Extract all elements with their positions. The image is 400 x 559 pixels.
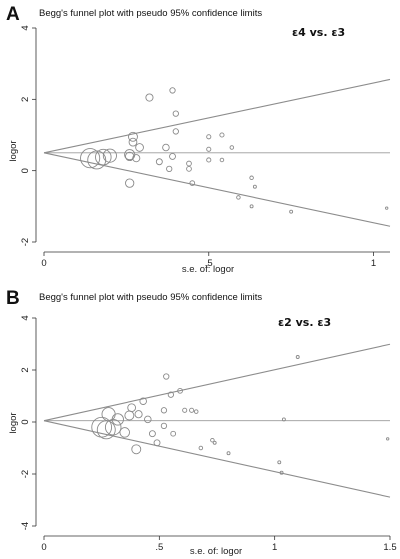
study-point bbox=[153, 439, 161, 447]
study-point bbox=[249, 175, 254, 181]
study-point bbox=[162, 143, 170, 152]
study-point bbox=[198, 445, 204, 451]
study-point bbox=[134, 410, 143, 419]
study-point bbox=[119, 427, 130, 438]
study-point bbox=[101, 407, 116, 422]
study-point bbox=[131, 444, 142, 455]
funnel-plot-panel-b: B Begg's funnel plot with pseudo 95% con… bbox=[6, 288, 397, 557]
study-point bbox=[132, 154, 141, 163]
study-point bbox=[177, 387, 183, 394]
x-tick-label: 0 bbox=[41, 542, 46, 553]
study-point bbox=[385, 206, 389, 210]
x-tick-label: 1 bbox=[272, 542, 277, 553]
chart-title: Begg's funnel plot with pseudo 95% confi… bbox=[39, 8, 262, 19]
y-axis-label: logor bbox=[8, 140, 19, 161]
y-axis-label: logor bbox=[8, 412, 19, 433]
study-point bbox=[279, 470, 284, 475]
study-point bbox=[102, 148, 117, 163]
study-point bbox=[87, 150, 107, 170]
study-point bbox=[125, 151, 135, 162]
lower-confidence-limit bbox=[43, 420, 391, 498]
x-axis-label: s.e. of: logor bbox=[182, 264, 234, 275]
study-point bbox=[193, 409, 199, 414]
panel-label: B bbox=[6, 288, 20, 309]
x-axis-label: s.e. of: logor bbox=[190, 546, 242, 557]
study-point bbox=[229, 145, 235, 150]
study-point bbox=[219, 157, 225, 163]
comparison-label: ε4 vs. ε3 bbox=[292, 26, 345, 39]
study-point bbox=[206, 134, 212, 140]
study-point bbox=[169, 152, 176, 160]
y-tick-label: -2 bbox=[20, 470, 31, 478]
study-point bbox=[127, 403, 137, 413]
y-tick-label: -2 bbox=[20, 238, 31, 246]
study-point bbox=[236, 195, 241, 200]
study-point bbox=[95, 148, 112, 166]
study-point bbox=[135, 143, 144, 152]
study-point bbox=[219, 132, 225, 138]
upper-confidence-limit bbox=[43, 343, 391, 422]
x-tick-label: 1.5 bbox=[383, 542, 396, 553]
study-point bbox=[189, 407, 195, 413]
study-point bbox=[160, 422, 168, 430]
study-point bbox=[289, 209, 294, 214]
study-point bbox=[210, 437, 215, 443]
study-point bbox=[148, 430, 156, 438]
y-tick-label: -4 bbox=[20, 522, 31, 530]
study-point bbox=[144, 415, 152, 424]
study-point bbox=[104, 418, 122, 436]
study-point bbox=[124, 410, 135, 421]
x-tick-label: .5 bbox=[155, 542, 163, 553]
lower-confidence-limit bbox=[43, 152, 391, 227]
study-point bbox=[111, 413, 124, 426]
study-point bbox=[145, 93, 154, 102]
study-point bbox=[172, 110, 179, 117]
panel-label: A bbox=[6, 4, 20, 25]
upper-confidence-limit bbox=[43, 78, 391, 154]
study-point bbox=[160, 407, 168, 414]
y-tick-label: 0 bbox=[20, 168, 31, 173]
study-point bbox=[169, 87, 176, 94]
study-point bbox=[128, 131, 138, 142]
y-tick-label: 2 bbox=[20, 97, 31, 102]
study-point bbox=[163, 373, 170, 380]
chart-title: Begg's funnel plot with pseudo 95% confi… bbox=[39, 292, 262, 303]
study-point bbox=[139, 397, 147, 405]
study-point bbox=[206, 146, 212, 152]
study-point bbox=[128, 137, 138, 147]
study-point bbox=[212, 440, 217, 445]
study-point bbox=[167, 391, 175, 398]
x-tick-label: 1 bbox=[371, 258, 376, 269]
comparison-label: ε2 vs. ε3 bbox=[278, 316, 331, 329]
study-point bbox=[155, 158, 163, 166]
study-point bbox=[189, 180, 196, 187]
study-point bbox=[249, 204, 254, 209]
y-tick-label: 0 bbox=[20, 419, 31, 424]
study-point bbox=[386, 437, 390, 441]
study-point bbox=[226, 451, 231, 456]
study-point bbox=[125, 178, 135, 188]
study-point bbox=[295, 355, 300, 359]
study-point bbox=[166, 165, 173, 173]
study-point bbox=[281, 417, 286, 422]
y-tick-label: 4 bbox=[20, 315, 31, 320]
study-point bbox=[172, 128, 179, 135]
study-point bbox=[252, 184, 257, 189]
funnel-plot-panel-a: A Begg's funnel plot with pseudo 95% con… bbox=[6, 4, 391, 275]
y-tick-label: 4 bbox=[20, 25, 31, 30]
study-point bbox=[80, 148, 101, 169]
study-point bbox=[206, 157, 212, 163]
x-tick-label: 0 bbox=[41, 258, 46, 269]
study-point bbox=[277, 460, 282, 465]
study-point bbox=[186, 160, 192, 167]
y-tick-label: 2 bbox=[20, 367, 31, 372]
study-point bbox=[186, 166, 192, 172]
x-tick-label: .5 bbox=[205, 258, 213, 269]
study-point bbox=[182, 407, 188, 413]
study-point bbox=[170, 430, 177, 437]
